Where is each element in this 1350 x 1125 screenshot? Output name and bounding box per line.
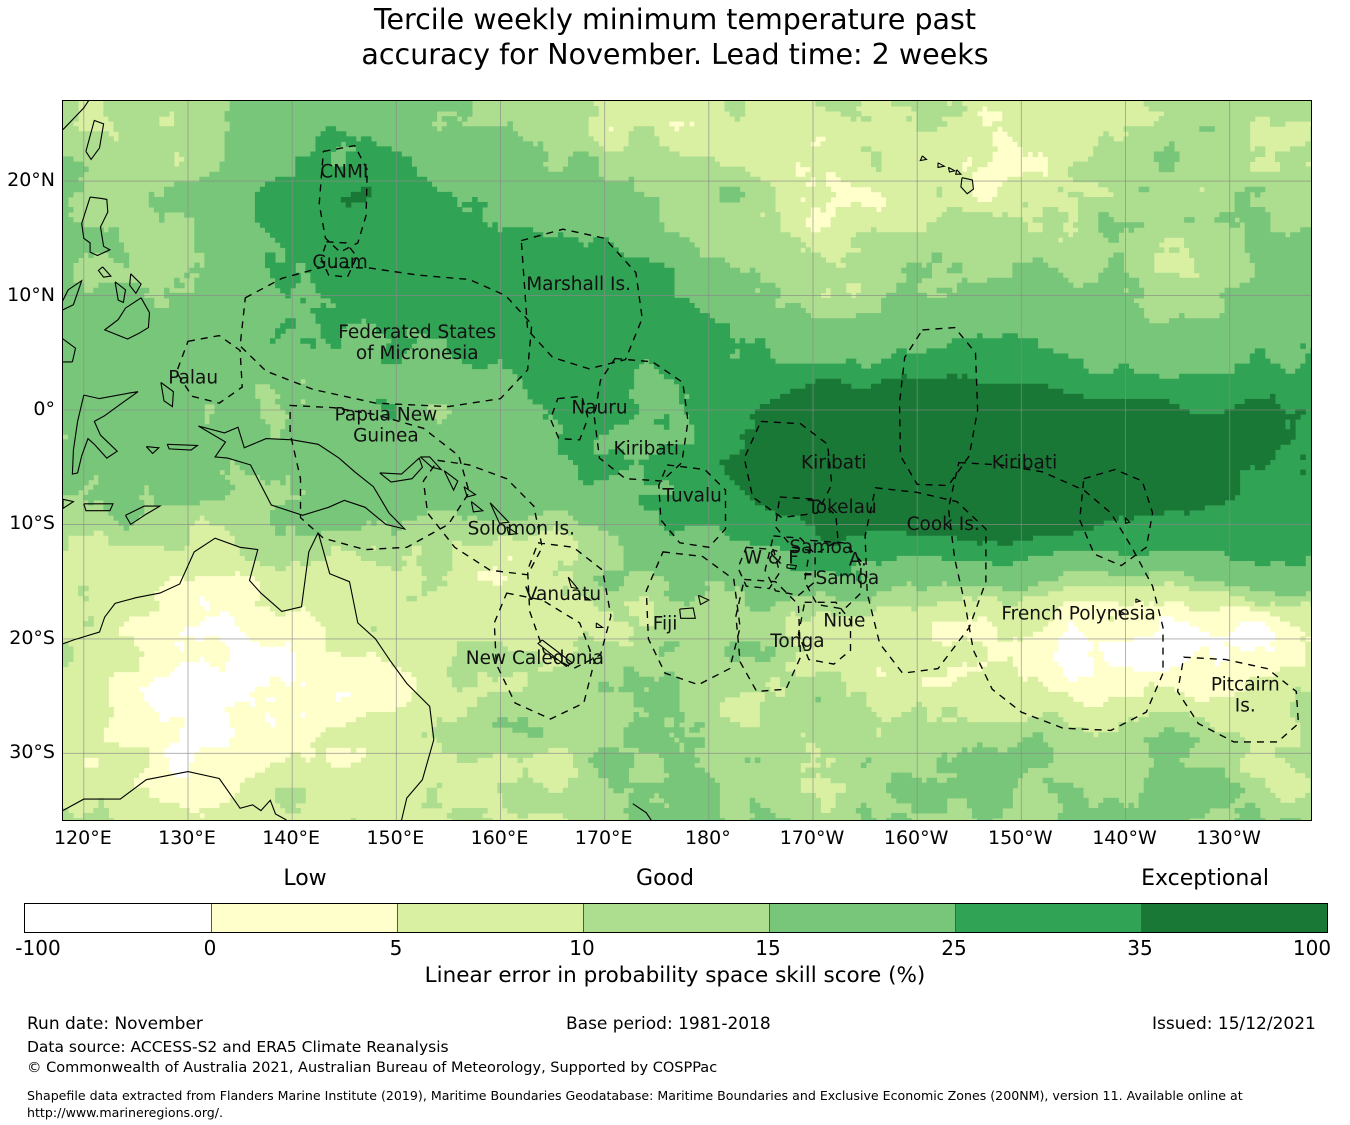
svg-text:Niue: Niue: [823, 610, 865, 631]
colorbar: [24, 903, 1328, 933]
svg-text:Fiji: Fiji: [653, 614, 678, 635]
svg-text:Marshall Is.: Marshall Is.: [526, 274, 631, 295]
colorbar-tick-4: 15: [755, 936, 781, 960]
longitude-tick-3: 150°E: [366, 827, 425, 849]
longitude-tick-0: 120°E: [53, 827, 112, 849]
svg-text:Cook Is.: Cook Is.: [907, 514, 980, 535]
colorbar-ticks: -100 0 5 10 15 25 35 100: [0, 936, 1350, 962]
colorbar-axis-label: Linear error in probability space skill …: [424, 963, 926, 988]
colorbar-segment-6: [1141, 904, 1327, 932]
shapefile-attribution: Shapefile data extracted from Flanders M…: [27, 1088, 1243, 1120]
latitude-tick-5: 30°S: [9, 741, 55, 764]
svg-text:Kiribati: Kiribati: [992, 452, 1058, 473]
country-labels: CNMI Guam Marshall Is. Federated States of M…: [168, 162, 1279, 717]
longitude-tick-6: 180°: [684, 827, 731, 849]
eez-boundaries: [175, 144, 1300, 743]
colorbar-segment-0: [25, 904, 211, 932]
svg-text:Samoa: Samoa: [789, 537, 853, 558]
run-date: Run date: November: [27, 1014, 203, 1034]
svg-text:W & F: W & F: [744, 547, 799, 568]
colorbar-categories: Low Good Exceptional: [0, 866, 1350, 894]
colorbar-segment-2: [397, 904, 583, 932]
svg-text:Kiribati: Kiribati: [614, 439, 680, 460]
colorbar-tick-5: 25: [941, 936, 967, 960]
svg-text:Solomon Is.: Solomon Is.: [468, 519, 575, 540]
longitude-tick-2: 140°E: [262, 827, 321, 849]
longitude-tick-9: 150°W: [988, 827, 1053, 849]
copyright: © Commonwealth of Australia 2021, Austra…: [27, 1060, 718, 1076]
latitude-tick-4: 20°S: [9, 626, 55, 649]
longitude-tick-4: 160°E: [470, 827, 529, 849]
latitude-tick-3: 10°S: [9, 512, 55, 535]
colorbar-segment-4: [769, 904, 955, 932]
latitude-tick-1: 10°N: [7, 283, 55, 306]
svg-text:Nauru: Nauru: [571, 397, 627, 418]
colorbar-category-0: Low: [283, 866, 327, 891]
data-source: Data source: ACCESS-S2 and ERA5 Climate …: [27, 1038, 449, 1056]
skill-score-map: CNMI Guam Marshall Is. Federated States of M…: [63, 101, 1311, 820]
svg-text:Samoa: Samoa: [816, 568, 880, 589]
page-title: Tercile weekly minimum temperature past …: [361, 3, 989, 71]
longitude-tick-7: 170°W: [779, 827, 845, 849]
longitude-tick-5: 170°E: [574, 827, 633, 849]
longitude-tick-11: 130°W: [1196, 827, 1261, 849]
svg-text:Kiribati: Kiribati: [801, 452, 867, 473]
colorbar-segment-3: [583, 904, 769, 932]
colorbar-tick-0: -100: [15, 936, 61, 960]
colorbar-tick-7: 100: [1292, 936, 1332, 960]
longitude-tick-8: 160°W: [883, 827, 949, 849]
colorbar-tick-6: 35: [1127, 936, 1153, 960]
svg-text:Tonga: Tonga: [769, 631, 824, 652]
colorbar-tick-1: 0: [203, 936, 217, 960]
issued-date: Issued: 15/12/2021: [1152, 1014, 1316, 1034]
svg-text:New Caledonia: New Caledonia: [466, 648, 604, 669]
base-period: Base period: 1981-2018: [566, 1014, 771, 1034]
colorbar-tick-2: 5: [389, 936, 403, 960]
colorbar-category-1: Good: [636, 866, 694, 891]
svg-text:A.: A.: [849, 550, 867, 571]
svg-text:French Polynesia: French Polynesia: [1001, 603, 1156, 624]
skill-field: [63, 101, 1311, 820]
coastlines: [63, 101, 1142, 820]
map-plot-area: CNMI Guam Marshall Is. Federated States of M…: [62, 100, 1312, 821]
svg-text:Palau: Palau: [168, 368, 218, 389]
svg-text:Guam: Guam: [312, 252, 367, 273]
svg-text:Tokelau: Tokelau: [807, 497, 877, 518]
svg-text:Vanuatu: Vanuatu: [525, 584, 601, 605]
latitude-tick-2: 0°: [33, 398, 55, 420]
longitude-tick-10: 140°W: [1092, 827, 1157, 849]
svg-text:Tuvalu: Tuvalu: [662, 486, 722, 507]
svg-text:CNMI: CNMI: [320, 162, 368, 183]
graticule: [63, 101, 1311, 820]
longitude-tick-1: 130°E: [158, 827, 216, 849]
colorbar-tick-3: 10: [569, 936, 595, 960]
latitude-tick-0: 20°N: [7, 169, 55, 192]
colorbar-segment-5: [955, 904, 1141, 932]
colorbar-category-2: Exceptional: [1141, 866, 1269, 891]
colorbar-segment-1: [211, 904, 397, 932]
